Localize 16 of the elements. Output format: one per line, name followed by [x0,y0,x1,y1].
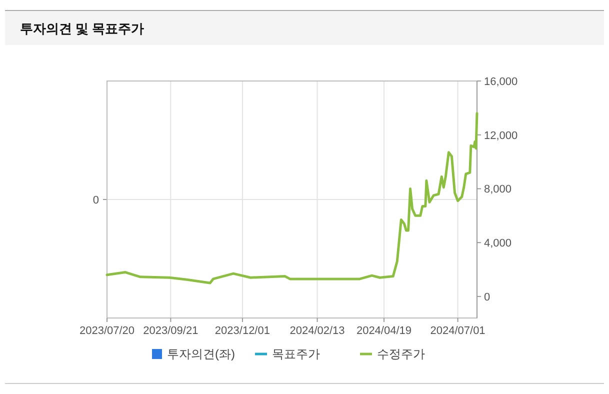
xtick: 2024/04/19 [356,325,412,337]
legend: 수정주가 [377,347,425,361]
xtick: 2023/12/01 [214,325,270,337]
xtick: 2024/02/13 [290,325,345,337]
annotation: 0 [92,194,99,206]
y2tick: 16,000 [484,76,518,88]
y2tick: 12,000 [484,130,518,142]
y2tick: 4,000 [484,238,512,250]
xtick: 2023/07/20 [79,325,135,337]
xtick: 2023/09/21 [143,325,198,337]
title: 투자의견 및 목표주가 [20,21,144,36]
y2tick: 0 [484,291,490,304]
xtick: 2024/07/01 [430,325,486,337]
legend: 투자의견(좌) [167,347,235,361]
y2tick: 8,000 [484,184,512,196]
legend: 목표주가 [272,347,320,361]
